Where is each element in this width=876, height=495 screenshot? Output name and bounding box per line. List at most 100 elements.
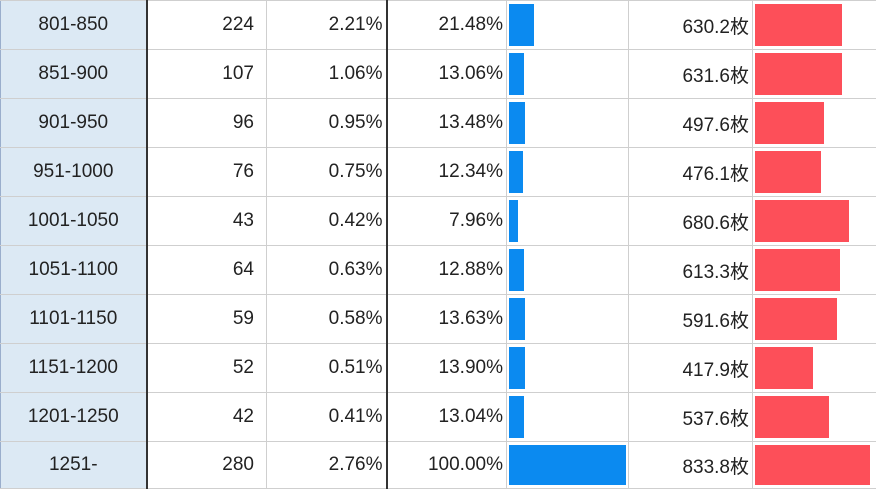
count-cell: 224 — [145, 0, 267, 50]
avg-cell: 631.6枚 — [628, 49, 753, 99]
avg-bar-cell — [752, 441, 876, 489]
range-cell: 851-900 — [0, 49, 147, 99]
rate-bar-cell — [506, 343, 629, 393]
avg-cell: 417.9枚 — [628, 343, 753, 393]
range-cell: 1101-1150 — [0, 294, 147, 344]
table-row: 1201-1250 42 0.41% 13.04% 537.6枚 — [0, 392, 876, 442]
count-cell: 42 — [145, 392, 267, 442]
avg-bar — [755, 396, 830, 438]
table-row: 1251- 280 2.76% 100.00% 833.8枚 — [0, 441, 876, 489]
range-cell: 1151-1200 — [0, 343, 147, 393]
rate-bar — [509, 249, 525, 291]
rate-cell: 12.88% — [385, 245, 507, 295]
share-cell: 0.63% — [266, 245, 387, 295]
rate-cell: 13.06% — [385, 49, 507, 99]
avg-bar — [755, 298, 837, 340]
table-row: 901-950 96 0.95% 13.48% 497.6枚 — [0, 98, 876, 148]
avg-cell: 680.6枚 — [628, 196, 753, 246]
range-cell: 1051-1100 — [0, 245, 147, 295]
avg-cell: 630.2枚 — [628, 0, 753, 50]
rate-bar-cell — [506, 0, 629, 50]
rate-bar — [509, 151, 524, 193]
share-cell: 2.76% — [266, 441, 387, 489]
avg-bar-cell — [752, 343, 876, 393]
avg-bar — [755, 151, 821, 193]
rate-cell: 21.48% — [385, 0, 507, 50]
rate-bar-cell — [506, 196, 629, 246]
table-row: 851-900 107 1.06% 13.06% 631.6枚 — [0, 49, 876, 99]
rate-bar — [509, 102, 525, 144]
table-row: 1051-1100 64 0.63% 12.88% 613.3枚 — [0, 245, 876, 295]
share-cell: 0.75% — [266, 147, 387, 197]
count-cell: 43 — [145, 196, 267, 246]
rate-cell: 13.63% — [385, 294, 507, 344]
rate-bar-cell — [506, 441, 629, 489]
share-cell: 2.21% — [266, 0, 387, 50]
avg-cell: 476.1枚 — [628, 147, 753, 197]
rate-bar-cell — [506, 294, 629, 344]
rate-cell: 13.90% — [385, 343, 507, 393]
count-cell: 64 — [145, 245, 267, 295]
avg-bar-cell — [752, 245, 876, 295]
share-cell: 0.58% — [266, 294, 387, 344]
table-row: 801-850 224 2.21% 21.48% 630.2枚 — [0, 0, 876, 50]
avg-bar — [755, 249, 840, 291]
avg-bar-cell — [752, 98, 876, 148]
share-cell: 1.06% — [266, 49, 387, 99]
count-cell: 107 — [145, 49, 267, 99]
rate-bar-cell — [506, 147, 629, 197]
avg-cell: 833.8枚 — [628, 441, 753, 489]
rate-bar-cell — [506, 98, 629, 148]
count-cell: 280 — [145, 441, 267, 489]
avg-cell: 497.6枚 — [628, 98, 753, 148]
table-row: 951-1000 76 0.75% 12.34% 476.1枚 — [0, 147, 876, 197]
rate-cell: 13.48% — [385, 98, 507, 148]
rate-bar — [509, 445, 626, 485]
avg-cell: 613.3枚 — [628, 245, 753, 295]
rate-cell: 13.04% — [385, 392, 507, 442]
range-cell: 951-1000 — [0, 147, 147, 197]
count-cell: 76 — [145, 147, 267, 197]
avg-bar — [755, 445, 870, 485]
rate-bar — [509, 347, 526, 389]
table-row: 1101-1150 59 0.58% 13.63% 591.6枚 — [0, 294, 876, 344]
range-cell: 1001-1050 — [0, 196, 147, 246]
range-cell: 1201-1250 — [0, 392, 147, 442]
avg-cell: 537.6枚 — [628, 392, 753, 442]
avg-bar — [755, 102, 824, 144]
rate-bar-cell — [506, 49, 629, 99]
share-cell: 0.42% — [266, 196, 387, 246]
range-cell: 901-950 — [0, 98, 147, 148]
count-cell: 52 — [145, 343, 267, 393]
avg-bar-cell — [752, 49, 876, 99]
share-cell: 0.95% — [266, 98, 387, 148]
avg-bar-cell — [752, 0, 876, 50]
avg-bar — [755, 53, 843, 95]
rate-bar — [509, 396, 525, 438]
avg-bar-cell — [752, 147, 876, 197]
rate-cell: 100.00% — [385, 441, 507, 489]
rate-bar — [509, 200, 519, 242]
avg-cell: 591.6枚 — [628, 294, 753, 344]
avg-bar-cell — [752, 196, 876, 246]
avg-bar — [755, 200, 849, 242]
count-cell: 59 — [145, 294, 267, 344]
rate-cell: 7.96% — [385, 196, 507, 246]
rate-bar — [509, 53, 525, 95]
table-row: 1001-1050 43 0.42% 7.96% 680.6枚 — [0, 196, 876, 246]
share-cell: 0.41% — [266, 392, 387, 442]
rate-bar-cell — [506, 245, 629, 295]
rate-bar — [509, 298, 525, 340]
rate-bar — [509, 4, 535, 46]
share-cell: 0.51% — [266, 343, 387, 393]
table-row: 1151-1200 52 0.51% 13.90% 417.9枚 — [0, 343, 876, 393]
rate-cell: 12.34% — [385, 147, 507, 197]
avg-bar-cell — [752, 392, 876, 442]
avg-bar — [755, 4, 842, 46]
range-cell: 801-850 — [0, 0, 147, 50]
range-cell: 1251- — [0, 441, 147, 489]
avg-bar-cell — [752, 294, 876, 344]
count-cell: 96 — [145, 98, 267, 148]
